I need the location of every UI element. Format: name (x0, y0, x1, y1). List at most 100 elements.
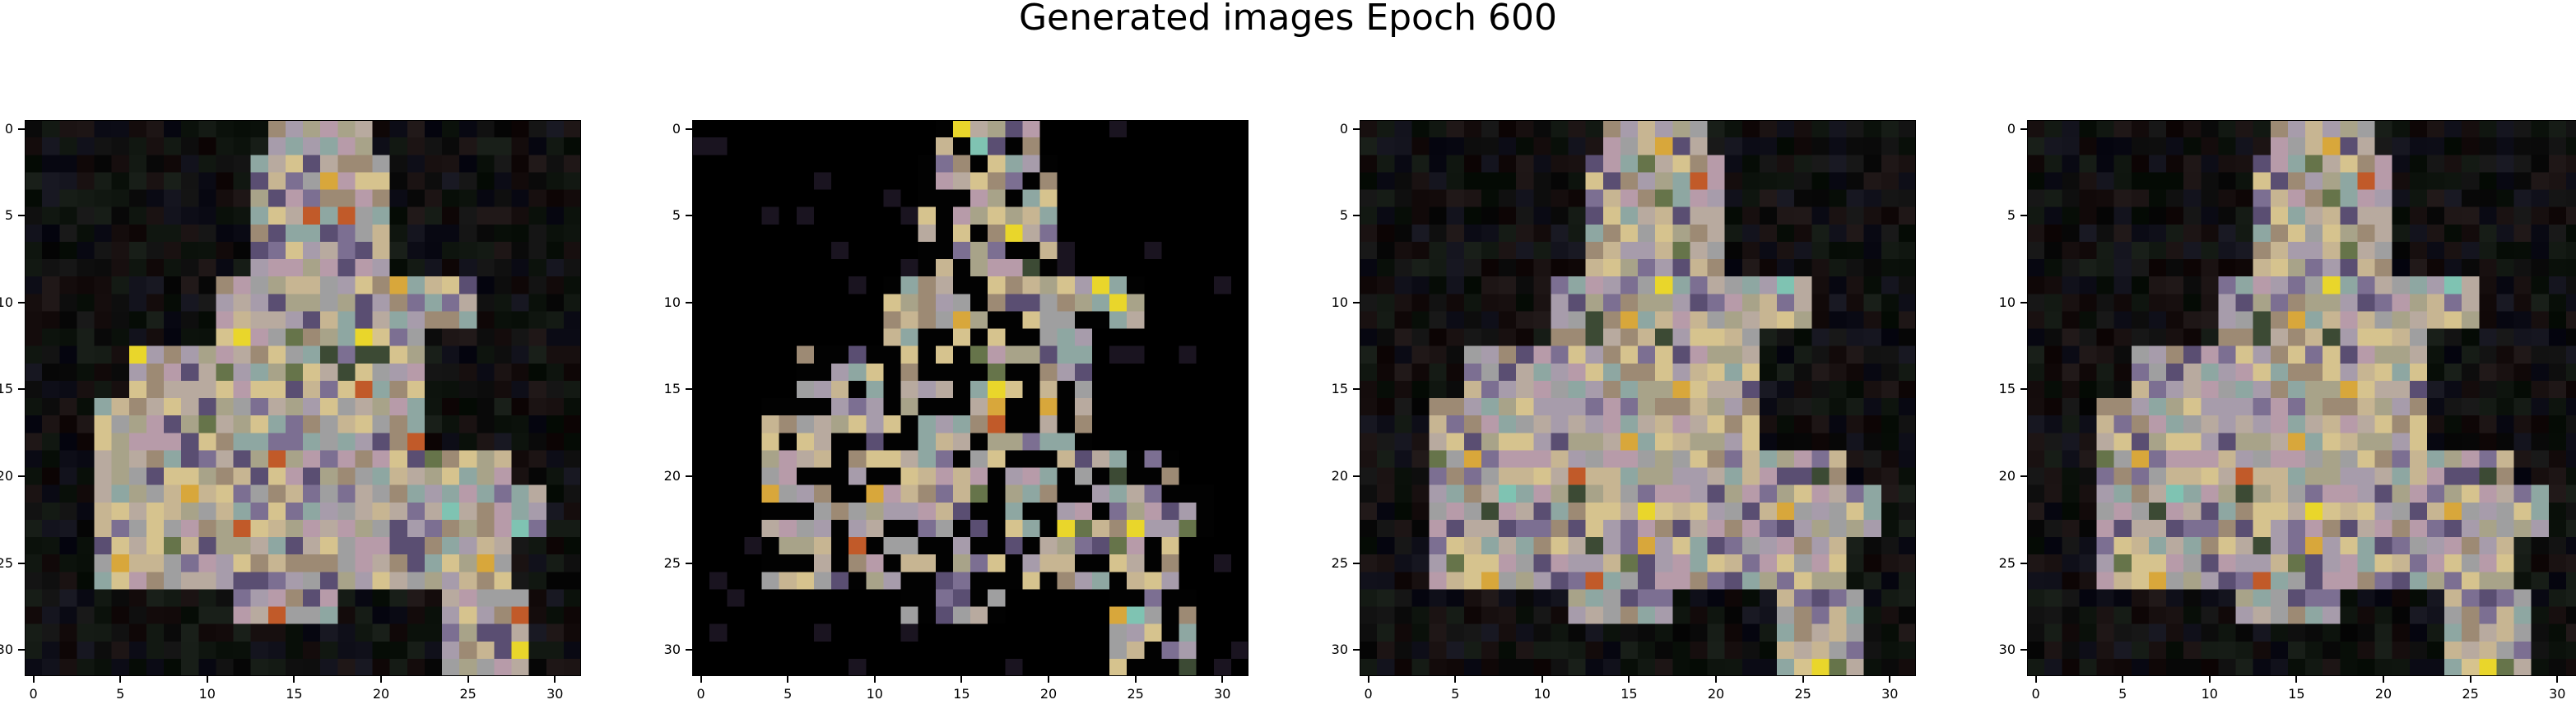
y-tick-mark (1353, 562, 1360, 564)
y-tick-mark (1353, 127, 1360, 130)
y-tick-label: 20 (1998, 468, 2016, 484)
x-tick-label: 25 (1794, 686, 1811, 702)
y-tick-mark (686, 475, 692, 478)
x-tick-mark (2556, 676, 2559, 683)
x-tick-mark (206, 676, 208, 683)
y-tick-label: 25 (663, 554, 681, 571)
y-tick-label: 25 (1998, 554, 2016, 571)
x-tick-label: 10 (866, 686, 883, 702)
x-tick-label: 5 (116, 686, 125, 702)
y-tick-mark (18, 215, 25, 217)
x-tick-label: 20 (1039, 686, 1058, 702)
x-tick-label: 0 (696, 686, 705, 702)
x-tick-mark (1367, 676, 1369, 683)
x-tick-mark (1134, 676, 1137, 683)
y-tick-label: 10 (1331, 294, 1348, 310)
y-tick-label: 15 (1331, 381, 1348, 397)
y-tick-mark (686, 562, 692, 564)
x-tick-mark (554, 676, 556, 683)
x-tick-mark (1221, 676, 1224, 683)
generated-image-1 (25, 120, 581, 676)
y-tick-label: 20 (663, 468, 681, 484)
x-tick-mark (960, 676, 963, 683)
x-tick-label: 20 (1707, 686, 1725, 702)
y-tick-label: 0 (4, 120, 13, 137)
x-tick-mark (1802, 676, 1804, 683)
y-tick-mark (686, 301, 692, 304)
generated-image-4-panel: 0 5 10 15 20 25 30 0 5 10 15 20 25 30 (1999, 120, 2576, 702)
y-tick-mark (2020, 215, 2027, 217)
y-tick-mark (18, 127, 25, 130)
x-tick-mark (1541, 676, 1543, 683)
y-tick-label: 5 (672, 207, 681, 224)
x-tick-label: 30 (2549, 686, 2566, 702)
x-tick-mark (1715, 676, 1718, 683)
y-tick-label: 30 (1331, 642, 1348, 658)
x-tick-mark (1454, 676, 1457, 683)
y-tick-mark (2020, 562, 2027, 564)
y-tick-mark (686, 388, 692, 391)
x-tick-label: 30 (1214, 686, 1231, 702)
x-tick-label: 15 (286, 686, 303, 702)
y-tick-label: 0 (1339, 120, 1348, 137)
y-tick-label: 0 (2006, 120, 2016, 137)
x-tick-label: 30 (546, 686, 564, 702)
y-tick-label: 15 (663, 381, 681, 397)
y-tick-mark (1353, 215, 1360, 217)
y-tick-mark (1353, 475, 1360, 478)
x-tick-label: 30 (1881, 686, 1899, 702)
y-tick-mark (2020, 475, 2027, 478)
generated-image-3-panel: 0 5 10 15 20 25 30 0 5 10 15 20 25 30 (1332, 120, 1916, 702)
x-tick-mark (787, 676, 789, 683)
y-tick-mark (18, 301, 25, 304)
y-tick-mark (686, 127, 692, 130)
x-tick-mark (380, 676, 383, 683)
x-tick-mark (2469, 676, 2471, 683)
y-tick-mark (1353, 301, 1360, 304)
x-tick-mark (1048, 676, 1050, 683)
y-tick-mark (2020, 388, 2027, 391)
x-tick-mark (2383, 676, 2385, 683)
y-tick-mark (2020, 301, 2027, 304)
x-tick-label: 20 (372, 686, 390, 702)
x-tick-mark (2034, 676, 2037, 683)
x-tick-mark (1628, 676, 1630, 683)
generated-image-1-panel: 0 5 10 15 20 25 30 0 5 10 15 20 25 30 (0, 120, 581, 702)
generated-image-2-panel: 0 5 10 15 20 25 30 0 5 10 15 20 25 30 (664, 120, 1248, 702)
x-tick-label: 0 (2031, 686, 2040, 702)
figure-title: Generated images Epoch 600 (1018, 0, 1558, 39)
generated-image-3 (1360, 120, 1916, 676)
x-tick-mark (873, 676, 876, 683)
y-tick-mark (18, 649, 25, 651)
x-tick-label: 15 (953, 686, 970, 702)
generated-image-2 (692, 120, 1248, 676)
x-tick-mark (32, 676, 35, 683)
x-tick-mark (1889, 676, 1891, 683)
x-tick-label: 20 (2374, 686, 2392, 702)
x-tick-label: 5 (783, 686, 793, 702)
x-tick-mark (2295, 676, 2298, 683)
y-tick-label: 15 (1998, 381, 2016, 397)
y-tick-label: 10 (1998, 294, 2016, 310)
y-tick-label: 10 (663, 294, 681, 310)
x-tick-label: 25 (2462, 686, 2479, 702)
x-tick-label: 5 (2118, 686, 2127, 702)
x-tick-mark (700, 676, 702, 683)
x-tick-mark (2122, 676, 2124, 683)
y-tick-mark (18, 475, 25, 478)
x-tick-label: 5 (1451, 686, 1460, 702)
x-tick-mark (293, 676, 295, 683)
y-tick-mark (686, 649, 692, 651)
x-tick-label: 25 (459, 686, 477, 702)
y-tick-label: 0 (672, 120, 681, 137)
x-tick-label: 0 (29, 686, 38, 702)
y-tick-label: 25 (0, 554, 13, 571)
y-tick-label: 30 (1998, 642, 2016, 658)
y-tick-label: 30 (663, 642, 681, 658)
y-tick-mark (1353, 388, 1360, 391)
x-tick-label: 15 (2288, 686, 2305, 702)
y-tick-label: 30 (0, 642, 13, 658)
x-tick-label: 10 (1533, 686, 1551, 702)
x-tick-label: 0 (1364, 686, 1373, 702)
x-tick-label: 25 (1127, 686, 1144, 702)
